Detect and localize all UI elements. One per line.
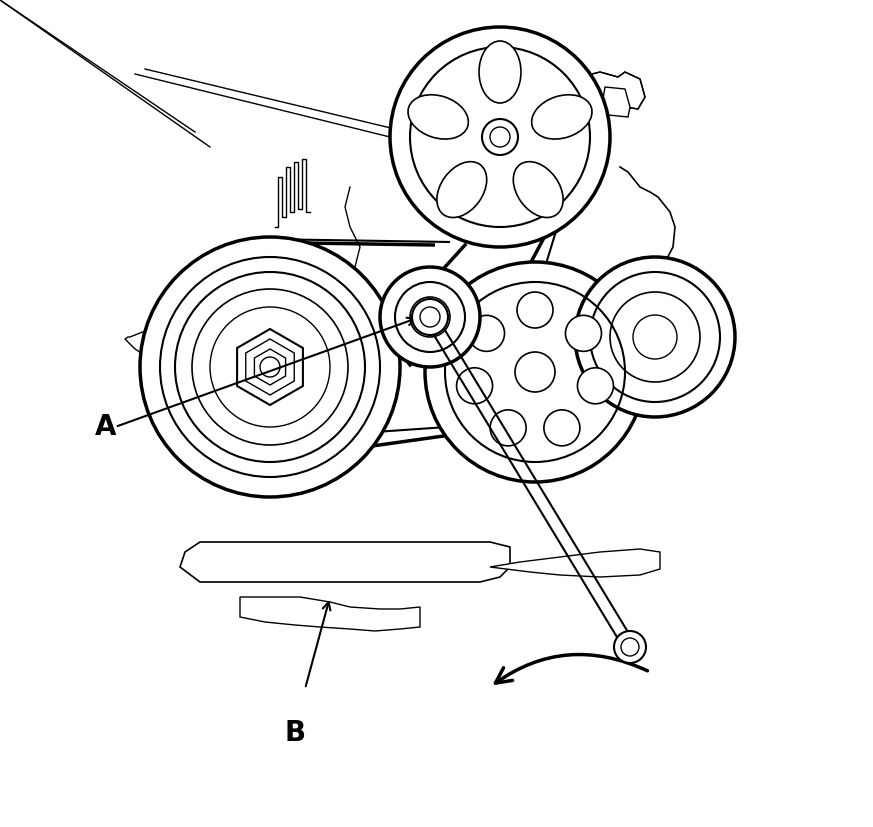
Circle shape: [425, 262, 645, 482]
Text: A: A: [95, 413, 116, 441]
Circle shape: [517, 292, 553, 328]
Ellipse shape: [513, 161, 563, 218]
Ellipse shape: [532, 95, 592, 139]
Circle shape: [424, 311, 436, 323]
Polygon shape: [125, 317, 270, 389]
Circle shape: [140, 237, 400, 497]
Circle shape: [482, 119, 518, 155]
Polygon shape: [237, 329, 303, 405]
Ellipse shape: [436, 161, 487, 218]
Circle shape: [544, 410, 580, 446]
Circle shape: [621, 638, 639, 656]
Circle shape: [577, 368, 614, 404]
Circle shape: [390, 27, 610, 247]
Polygon shape: [568, 72, 645, 112]
Polygon shape: [420, 305, 440, 329]
Circle shape: [420, 307, 440, 327]
Polygon shape: [175, 267, 245, 312]
Circle shape: [614, 631, 646, 663]
Ellipse shape: [408, 95, 469, 139]
Polygon shape: [180, 542, 510, 582]
Circle shape: [490, 127, 510, 147]
Ellipse shape: [479, 41, 521, 103]
Circle shape: [490, 410, 526, 446]
Polygon shape: [603, 87, 630, 117]
Polygon shape: [240, 597, 420, 631]
Circle shape: [412, 299, 448, 335]
Circle shape: [566, 315, 601, 351]
Circle shape: [575, 257, 735, 417]
Circle shape: [380, 267, 480, 367]
Circle shape: [515, 352, 555, 392]
Circle shape: [469, 315, 505, 351]
Circle shape: [633, 315, 677, 359]
Circle shape: [457, 368, 492, 404]
Text: B: B: [285, 719, 306, 747]
Polygon shape: [490, 549, 660, 577]
